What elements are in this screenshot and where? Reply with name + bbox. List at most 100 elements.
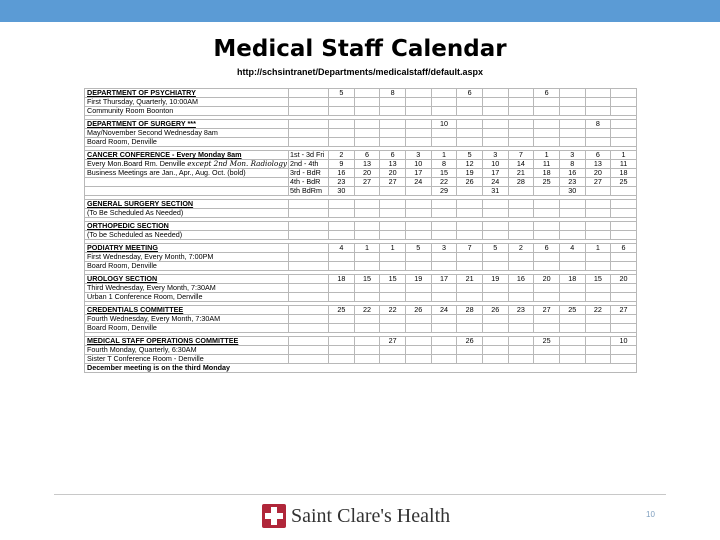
- month-date-cell: 21: [456, 274, 483, 284]
- month-date-cell: [328, 128, 355, 138]
- meeting-label: ORTHOPEDIC SECTION: [87, 221, 169, 230]
- month-date-cell: [430, 137, 458, 147]
- month-date-cell: 27: [610, 305, 637, 315]
- calendar-row: Every Mon.Board Rm. Denville except 2nd …: [84, 159, 637, 169]
- week-cell: [288, 88, 329, 98]
- month-date-cell: [533, 199, 560, 209]
- month-date-cell: [456, 230, 483, 240]
- month-date-cell: [558, 221, 586, 231]
- month-date-cell: [533, 97, 560, 107]
- month-date-cell: 17: [481, 168, 509, 178]
- meeting-header-row: ORTHOPEDIC SECTION: [84, 221, 637, 231]
- month-date-cell: [507, 323, 535, 333]
- meeting-label-cell: Board Room, Denville: [84, 137, 289, 147]
- cross-icon: [262, 504, 286, 528]
- month-date-cell: 23: [328, 177, 355, 187]
- month-date-cell: [481, 137, 509, 147]
- meeting-header-row: DEPARTMENT OF SURGERY *** 10 8: [84, 119, 637, 129]
- month-date-cell: [430, 199, 458, 209]
- month-date-cell: [507, 221, 535, 231]
- month-date-cell: [353, 208, 381, 218]
- week-cell: [288, 208, 329, 218]
- month-date-cell: [456, 252, 483, 262]
- footer-divider: [54, 494, 666, 495]
- month-date-cell: [584, 314, 612, 324]
- meeting-label-cell: DEPARTMENT OF SURGERY ***: [84, 119, 289, 129]
- month-date-cell: [610, 323, 637, 333]
- month-date-cell: [507, 230, 535, 240]
- month-date-cell: [584, 221, 612, 231]
- month-date-cell: [404, 252, 432, 262]
- month-date-cell: [328, 292, 355, 302]
- month-date-cell: [558, 208, 586, 218]
- meeting-header-row: GENERAL SURGERY SECTION: [84, 199, 637, 209]
- month-date-cell: [507, 119, 535, 129]
- month-date-cell: 16: [558, 168, 586, 178]
- month-date-cell: 20: [584, 168, 612, 178]
- meeting-label: PODIATRY MEETING: [87, 243, 158, 252]
- intranet-url[interactable]: http://schsintranet/Departments/medicals…: [236, 67, 484, 77]
- month-date-cell: [558, 336, 586, 346]
- month-date-cell: [584, 261, 612, 271]
- meeting-label-cell: CANCER CONFERENCE - Every Monday 8am: [84, 150, 289, 160]
- month-date-cell: [379, 354, 406, 364]
- month-date-cell: [481, 283, 509, 293]
- month-date-cell: 6: [353, 150, 381, 160]
- meeting-label: MEDICAL STAFF OPERATIONS COMMITTEE: [87, 336, 239, 345]
- week-cell: [288, 221, 329, 231]
- month-date-cell: [328, 230, 355, 240]
- month-date-cell: [353, 323, 381, 333]
- month-date-cell: [430, 292, 458, 302]
- month-date-cell: [533, 261, 560, 271]
- month-date-cell: [507, 128, 535, 138]
- page-number: 10: [646, 510, 655, 519]
- month-date-cell: [584, 230, 612, 240]
- month-date-cell: [456, 106, 483, 116]
- month-date-cell: [507, 354, 535, 364]
- calendar-row: Business Meetings are Jan., Apr., Aug. O…: [84, 168, 637, 178]
- month-date-cell: 3: [430, 243, 458, 253]
- month-date-cell: [481, 230, 509, 240]
- meeting-header-row: DEPARTMENT OF PSYCHIATRY 5 8 6 6: [84, 88, 637, 98]
- week-cell: 3rd - BdR: [288, 168, 329, 178]
- month-date-cell: [610, 230, 637, 240]
- month-date-cell: [379, 230, 406, 240]
- meeting-label: Every Mon.Board Rm. Denville: [87, 159, 186, 168]
- month-date-cell: [379, 252, 406, 262]
- month-date-cell: [404, 292, 432, 302]
- month-date-cell: 3: [404, 150, 432, 160]
- month-date-cell: 26: [481, 305, 509, 315]
- month-date-cell: [533, 186, 560, 196]
- meeting-label-cell: DEPARTMENT OF PSYCHIATRY: [84, 88, 289, 98]
- month-date-cell: [353, 88, 381, 98]
- month-date-cell: [610, 128, 637, 138]
- month-date-cell: 18: [328, 274, 355, 284]
- month-date-cell: [404, 221, 432, 231]
- month-date-cell: 1: [353, 243, 381, 253]
- month-date-cell: [328, 199, 355, 209]
- month-date-cell: 1: [430, 150, 458, 160]
- month-date-cell: [353, 119, 381, 129]
- month-date-cell: [404, 230, 432, 240]
- month-date-cell: [456, 323, 483, 333]
- month-date-cell: 27: [533, 305, 560, 315]
- meeting-label-cell: Urban 1 Conference Room, Denville: [84, 292, 289, 302]
- month-date-cell: [379, 221, 406, 231]
- month-date-cell: [404, 323, 432, 333]
- month-date-cell: [558, 323, 586, 333]
- month-date-cell: [558, 88, 586, 98]
- month-date-cell: 26: [456, 177, 483, 187]
- week-cell: [288, 336, 329, 346]
- month-date-cell: 22: [353, 305, 381, 315]
- month-date-cell: [533, 345, 560, 355]
- month-date-cell: [558, 252, 586, 262]
- month-date-cell: [456, 261, 483, 271]
- month-date-cell: [558, 199, 586, 209]
- month-date-cell: 25: [533, 177, 560, 187]
- month-date-cell: [533, 292, 560, 302]
- month-date-cell: [404, 119, 432, 129]
- meeting-label-cell: MEDICAL STAFF OPERATIONS COMMITTEE: [84, 336, 289, 346]
- month-date-cell: [404, 137, 432, 147]
- month-date-cell: [610, 106, 637, 116]
- month-date-cell: [328, 208, 355, 218]
